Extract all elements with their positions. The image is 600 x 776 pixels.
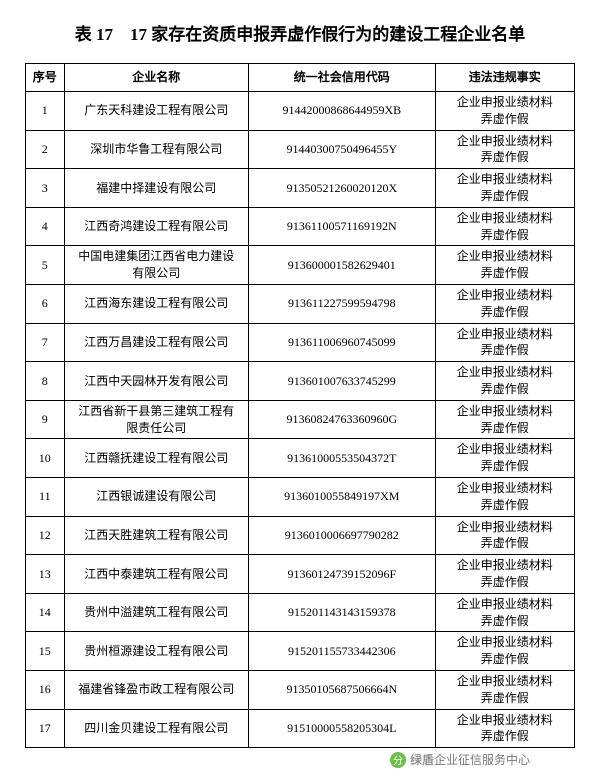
cell-seq: 10 bbox=[26, 439, 65, 478]
cell-name: 江西中天园林开发有限公司 bbox=[64, 362, 248, 401]
table-title: 表 17 17 家存在资质申报弄虚作假行为的建设工程企业名单 bbox=[25, 20, 575, 45]
cell-fact: 企业申报业绩材料 弄虚作假 bbox=[435, 670, 574, 709]
cell-code: 91440300750496455Y bbox=[249, 130, 436, 169]
cell-code: 91361100571169192N bbox=[249, 207, 436, 246]
table-row: 6江西海东建设工程有限公司9136112275995​94798企业申报业绩材料… bbox=[26, 284, 575, 323]
table-row: 11江西银诚建设有限公司91360100558491​97XM企业申报业绩材料 … bbox=[26, 477, 575, 516]
company-table: 序号 企业名称 统一社会信用代码 违法违规事实 1广东天科建设工程有限公司914… bbox=[25, 63, 575, 748]
cell-seq: 4 bbox=[26, 207, 65, 246]
cell-fact: 企业申报业绩材料 弄虚作假 bbox=[435, 516, 574, 555]
cell-seq: 3 bbox=[26, 169, 65, 208]
cell-seq: 6 bbox=[26, 284, 65, 323]
cell-name: 福建中择建设有限公司 bbox=[64, 169, 248, 208]
table-row: 8江西中天园林开发有限公司91360100763374​5299企业申报业绩材料… bbox=[26, 362, 575, 401]
table-row: 1广东天科建设工程有限公司91442000868644959XB企业申报业绩材料… bbox=[26, 92, 575, 131]
table-row: 13江西中泰建筑工程有限公司91360124739152096F企业申报业绩材料… bbox=[26, 555, 575, 594]
cell-code: 91360100066977​90282 bbox=[249, 516, 436, 555]
cell-code: 9136112275995​94798 bbox=[249, 284, 436, 323]
cell-seq: 7 bbox=[26, 323, 65, 362]
cell-code: 91442000868644959XB bbox=[249, 92, 436, 131]
cell-code: 91510000558205304L bbox=[249, 709, 436, 748]
cell-seq: 1 bbox=[26, 92, 65, 131]
header-name: 企业名称 bbox=[64, 64, 248, 92]
table-row: 5中国电建集团江西省电力建设 有限公司91360000158262940​1企业… bbox=[26, 246, 575, 285]
table-row: 10江西赣抚建设工程有限公司91361000553504372T企业申报业绩材料… bbox=[26, 439, 575, 478]
cell-name: 深圳市华鲁工程有限公司 bbox=[64, 130, 248, 169]
cell-name: 江西天胜建筑工程有限公司 bbox=[64, 516, 248, 555]
cell-code: 91361100696074​5099 bbox=[249, 323, 436, 362]
cell-seq: 14 bbox=[26, 593, 65, 632]
cell-seq: 15 bbox=[26, 632, 65, 671]
cell-name: 江西万昌建设工程有限公司 bbox=[64, 323, 248, 362]
cell-seq: 11 bbox=[26, 477, 65, 516]
cell-seq: 2 bbox=[26, 130, 65, 169]
table-row: 7江西万昌建设工程有限公司91361100696074​5099企业申报业绩材料… bbox=[26, 323, 575, 362]
cell-seq: 9 bbox=[26, 400, 65, 439]
cell-seq: 16 bbox=[26, 670, 65, 709]
cell-seq: 17 bbox=[26, 709, 65, 748]
cell-fact: 企业申报业绩材料 弄虚作假 bbox=[435, 92, 574, 131]
cell-name: 中国电建集团江西省电力建设 有限公司 bbox=[64, 246, 248, 285]
cell-fact: 企业申报业绩材料 弄虚作假 bbox=[435, 439, 574, 478]
table-row: 15贵州桓源建设工程有限公司91520115573344​2306企业申报业绩材… bbox=[26, 632, 575, 671]
cell-code: 91350521260020120X bbox=[249, 169, 436, 208]
cell-fact: 企业申报业绩材料 弄虚作假 bbox=[435, 323, 574, 362]
cell-name: 江西中泰建筑工程有限公司 bbox=[64, 555, 248, 594]
cell-code: 91360000158262940​1 bbox=[249, 246, 436, 285]
cell-code: 91360824763360960G bbox=[249, 400, 436, 439]
cell-code: 91360100558491​97XM bbox=[249, 477, 436, 516]
cell-name: 江西银诚建设有限公司 bbox=[64, 477, 248, 516]
cell-code: 91520114314315​9378 bbox=[249, 593, 436, 632]
cell-fact: 企业申报业绩材料 弄虚作假 bbox=[435, 246, 574, 285]
cell-fact: 企业申报业绩材料 弄虚作假 bbox=[435, 207, 574, 246]
cell-name: 江西省新干县第三建筑工程有 限责任公司 bbox=[64, 400, 248, 439]
table-row: 12江西天胜建筑工程有限公司91360100066977​90282企业申报业绩… bbox=[26, 516, 575, 555]
cell-code: 91361000553504372T bbox=[249, 439, 436, 478]
cell-fact: 企业申报业绩材料 弄虚作假 bbox=[435, 130, 574, 169]
cell-name: 四川金贝建设工程有限公司 bbox=[64, 709, 248, 748]
cell-code: 91350105687506664N bbox=[249, 670, 436, 709]
cell-code: 91520115573344​2306 bbox=[249, 632, 436, 671]
cell-fact: 企业申报业绩材料 弄虚作假 bbox=[435, 555, 574, 594]
cell-seq: 13 bbox=[26, 555, 65, 594]
cell-name: 贵州桓源建设工程有限公司 bbox=[64, 632, 248, 671]
table-row: 3福建中择建设有限公司91350521260020120X企业申报业绩材料 弄虚… bbox=[26, 169, 575, 208]
header-seq: 序号 bbox=[26, 64, 65, 92]
source-tag: 分 绿盾企业征信服务中心 bbox=[390, 751, 530, 768]
table-row: 16福建省锋盈市政工程有限公司91350105687506664N企业申报业绩材… bbox=[26, 670, 575, 709]
cell-name: 江西海东建设工程有限公司 bbox=[64, 284, 248, 323]
table-header-row: 序号 企业名称 统一社会信用代码 违法违规事实 bbox=[26, 64, 575, 92]
cell-name: 福建省锋盈市政工程有限公司 bbox=[64, 670, 248, 709]
cell-code: 91360100763374​5299 bbox=[249, 362, 436, 401]
table-row: 17四川金贝建设工程有限公司91510000558205304L企业申报业绩材料… bbox=[26, 709, 575, 748]
source-label: 绿盾企业征信服务中心 bbox=[410, 751, 530, 768]
table-row: 4江西奇鸿建设工程有限公司91361100571169192N企业申报业绩材料 … bbox=[26, 207, 575, 246]
cell-fact: 企业申报业绩材料 弄虚作假 bbox=[435, 169, 574, 208]
header-fact: 违法违规事实 bbox=[435, 64, 574, 92]
cell-name: 江西奇鸿建设工程有限公司 bbox=[64, 207, 248, 246]
cell-fact: 企业申报业绩材料 弄虚作假 bbox=[435, 400, 574, 439]
table-row: 14贵州中溢建筑工程有限公司91520114314315​9378企业申报业绩材… bbox=[26, 593, 575, 632]
cell-seq: 12 bbox=[26, 516, 65, 555]
cell-name: 贵州中溢建筑工程有限公司 bbox=[64, 593, 248, 632]
cell-fact: 企业申报业绩材料 弄虚作假 bbox=[435, 593, 574, 632]
source-icon: 分 bbox=[390, 752, 406, 768]
cell-seq: 5 bbox=[26, 246, 65, 285]
cell-fact: 企业申报业绩材料 弄虚作假 bbox=[435, 632, 574, 671]
cell-seq: 8 bbox=[26, 362, 65, 401]
cell-name: 江西赣抚建设工程有限公司 bbox=[64, 439, 248, 478]
cell-name: 广东天科建设工程有限公司 bbox=[64, 92, 248, 131]
header-code: 统一社会信用代码 bbox=[249, 64, 436, 92]
cell-fact: 企业申报业绩材料 弄虚作假 bbox=[435, 477, 574, 516]
cell-fact: 企业申报业绩材料 弄虚作假 bbox=[435, 709, 574, 748]
table-row: 2深圳市华鲁工程有限公司91440300750496455Y企业申报业绩材料 弄… bbox=[26, 130, 575, 169]
cell-code: 91360124739152096F bbox=[249, 555, 436, 594]
cell-fact: 企业申报业绩材料 弄虚作假 bbox=[435, 362, 574, 401]
cell-fact: 企业申报业绩材料 弄虚作假 bbox=[435, 284, 574, 323]
table-row: 9江西省新干县第三建筑工程有 限责任公司91360824763360960G企业… bbox=[26, 400, 575, 439]
